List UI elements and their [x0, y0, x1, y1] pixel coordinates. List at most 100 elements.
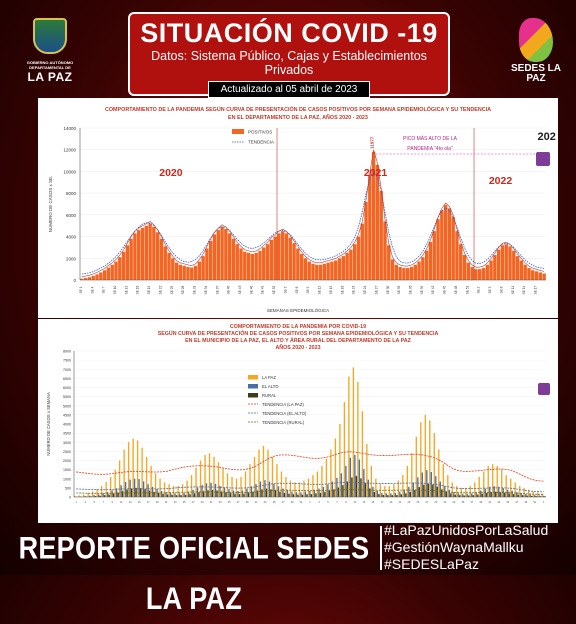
y-tick-label: 1000 — [63, 477, 71, 481]
chart-subtitle: EN EL DEPARTAMENTO DE LA PAZ, AÑOS 2020 … — [228, 114, 368, 121]
bar — [501, 470, 502, 497]
x-tick-label: 25 — [416, 500, 419, 504]
bar — [399, 492, 400, 497]
x-tick-label: SE 48 — [454, 285, 458, 294]
bar — [245, 471, 246, 497]
bar — [281, 231, 284, 280]
bar — [398, 267, 401, 280]
bar — [305, 492, 306, 497]
bar — [300, 492, 301, 497]
bar — [368, 175, 371, 280]
y-tick-label: 2000 — [66, 256, 77, 261]
y-tick-label: 12000 — [63, 148, 76, 153]
bar — [120, 485, 121, 497]
shield-icon — [33, 18, 67, 54]
bar — [276, 464, 277, 497]
x-tick-label: SE 11 — [511, 286, 515, 295]
x-tick-label: 49 — [524, 500, 527, 504]
hashtag: #GestiónWaynaMallku — [384, 539, 574, 556]
x-tick-label: 27 — [425, 500, 428, 504]
bar — [191, 475, 192, 497]
bar — [527, 268, 530, 280]
page-subtitle: Datos: Sistema Público, Cajas y Establec… — [130, 49, 448, 77]
bar — [474, 269, 477, 280]
bar — [508, 246, 511, 280]
x-tick-label: 5 — [94, 500, 96, 504]
bar — [353, 367, 354, 497]
bar — [342, 485, 343, 497]
y-tick-label: 8000 — [66, 191, 77, 196]
legend-swatch — [248, 384, 258, 389]
bar — [269, 481, 270, 497]
bar — [164, 482, 165, 497]
bar — [416, 437, 417, 497]
bar — [206, 483, 207, 497]
bar — [126, 245, 129, 280]
bar — [258, 450, 259, 497]
bar — [440, 211, 443, 280]
bar — [321, 466, 322, 497]
bar — [542, 273, 545, 280]
x-tick-label: 43 — [264, 500, 267, 504]
bar — [406, 268, 409, 280]
x-tick-label: SE 34 — [204, 285, 208, 294]
bar — [451, 217, 454, 280]
peak-note: PICO MÁS ALTO DE LA — [403, 135, 458, 142]
bar — [167, 494, 168, 497]
x-tick-label: SE 16 — [136, 285, 140, 294]
bar — [345, 466, 346, 497]
bar — [470, 486, 471, 497]
bar — [436, 219, 439, 280]
bar — [167, 253, 170, 280]
bar — [111, 490, 112, 497]
bar — [296, 249, 299, 280]
bar — [371, 466, 372, 497]
bar — [438, 450, 439, 497]
bar — [429, 420, 430, 497]
bar — [375, 479, 376, 497]
bar — [272, 457, 273, 497]
bar — [455, 495, 456, 497]
x-tick-label: SE 25 — [170, 285, 174, 294]
bar — [338, 488, 339, 497]
bar — [162, 494, 163, 497]
bar — [462, 494, 463, 497]
bar — [216, 490, 217, 497]
bar — [446, 492, 447, 497]
bar — [471, 493, 472, 497]
bar — [101, 486, 102, 497]
bar — [114, 262, 117, 280]
bar — [145, 226, 148, 280]
x-tick-label: SE 18 — [340, 285, 344, 294]
bar — [190, 268, 193, 280]
x-tick-label: 17 — [147, 500, 150, 504]
bar — [161, 491, 162, 497]
y-tick-label: 4000 — [66, 235, 77, 240]
x-tick-label: SE 7 — [102, 286, 106, 293]
bar — [138, 479, 139, 497]
bar — [194, 493, 195, 497]
bar — [512, 251, 515, 280]
bar — [435, 476, 436, 497]
bar — [141, 228, 144, 280]
year-label: 2023 — [538, 131, 556, 143]
x-tick-label: SE 13 — [124, 285, 128, 294]
x-tick-label: 37 — [470, 500, 473, 504]
bar — [182, 266, 185, 280]
bar — [293, 494, 294, 497]
bar — [279, 492, 280, 497]
legend-label: POSITIVOS — [248, 130, 272, 135]
bar — [209, 453, 210, 497]
bar — [512, 491, 513, 497]
municipality-chart-panel: COMPORTAMIENTO DE LA PANDEMIA POR COVID-… — [38, 319, 558, 523]
bar — [230, 493, 231, 497]
bar — [513, 494, 514, 497]
bar — [372, 487, 373, 497]
bar — [204, 455, 205, 497]
x-tick-label: SE 28 — [181, 285, 185, 294]
bar — [387, 245, 390, 280]
bar — [186, 267, 189, 280]
bar — [232, 239, 235, 280]
bar — [422, 473, 423, 497]
bar — [209, 241, 212, 280]
